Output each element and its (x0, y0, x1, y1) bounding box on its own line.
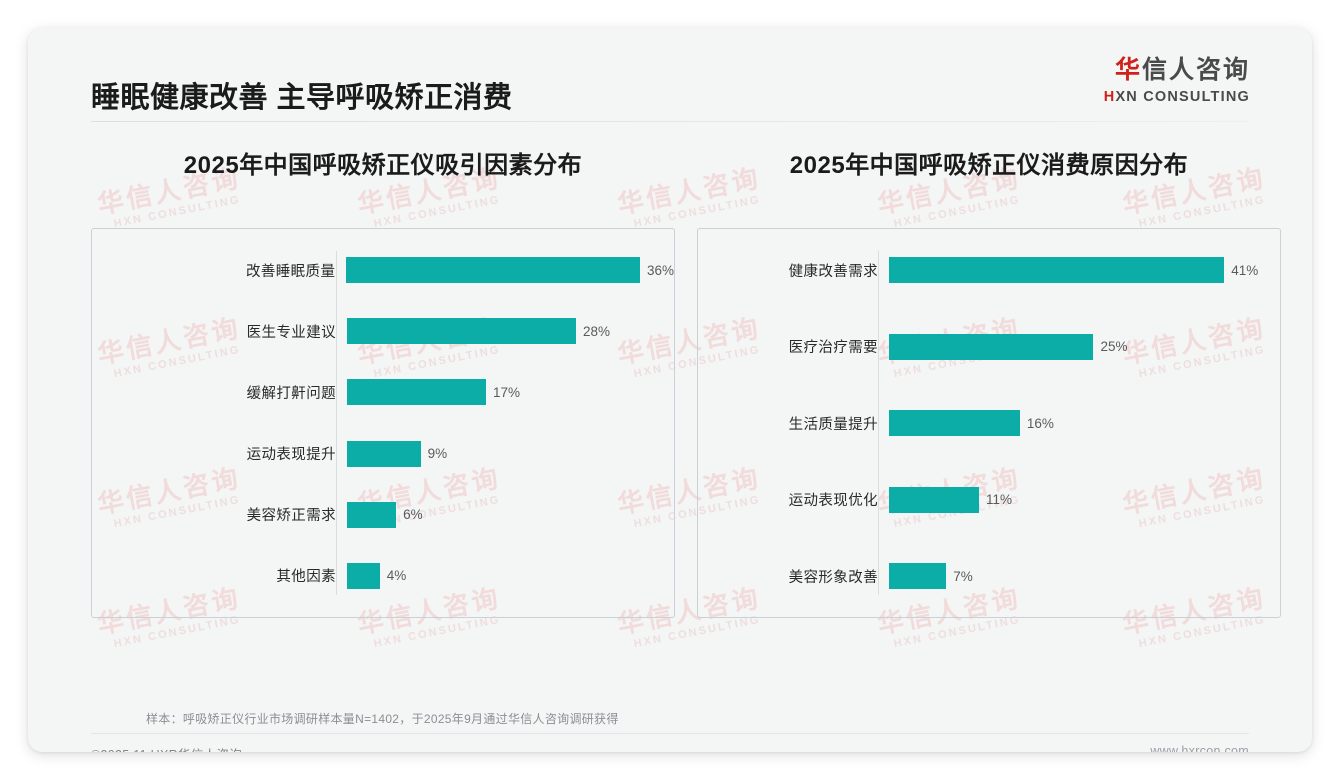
watermark-english: HXN CONSULTING (892, 613, 1022, 651)
y-axis-line-right (878, 251, 879, 595)
logo-english-rest: XN CONSULTING (1115, 89, 1250, 105)
bar-row: 生活质量提升 16% (698, 410, 1280, 436)
bar-value-label: 11% (985, 492, 1012, 507)
bar-row: 美容形象改善 7% (698, 563, 1280, 589)
footer-divider (91, 733, 1249, 734)
y-axis-line-left (336, 251, 337, 595)
bar (347, 379, 487, 406)
chart-frame-left: 改善睡眠质量 36% 医生专业建议 28% 缓解打鼾问题 17% 运动表现提升 9% 美容矫正需… (91, 228, 675, 618)
logo-chinese-rest: 信人咨询 (1141, 56, 1250, 84)
bar (889, 486, 979, 513)
chart-panel-attraction-factors: 2025年中国呼吸矫正仪吸引因素分布 改善睡眠质量 36% 医生专业建议 28% 缓解打… (91, 146, 675, 618)
bar (889, 257, 1225, 283)
bar-row: 健康改善需求 41% (698, 257, 1280, 283)
bar-row: 医生专业建议 28% (92, 318, 674, 345)
bar-category-label: 美容形象改善 (788, 569, 878, 586)
footer-copyright: ©2025.11 HXR华信人咨询 (91, 744, 242, 752)
bar-row: 改善睡眠质量 36% (92, 257, 674, 283)
page-title: 睡眠健康改善 主导呼吸矫正消费 (91, 82, 513, 114)
bar (347, 562, 380, 589)
bar-value-label: 16% (1026, 415, 1054, 431)
bar-category-label: 生活质量提升 (788, 416, 878, 433)
plot-area-left: 改善睡眠质量 36% 医生专业建议 28% 缓解打鼾问题 17% 运动表现提升 9% 美容矫正需… (92, 229, 674, 617)
watermark-english: HXN CONSULTING (632, 613, 762, 651)
watermark-english: HXN CONSULTING (372, 613, 502, 651)
bar-row: 美容矫正需求 6% (92, 501, 674, 528)
bar-row: 运动表现优化 11% (698, 486, 1280, 513)
bar-category-label: 改善睡眠质量 (245, 263, 336, 280)
bar (889, 563, 947, 589)
bar-rows-left: 改善睡眠质量 36% 医生专业建议 28% 缓解打鼾问题 17% 运动表现提升 9% 美容矫正需… (92, 257, 674, 589)
bar-value-label: 36% (646, 262, 674, 278)
bar-category-label: 美容矫正需求 (246, 508, 336, 525)
logo-chinese-highlight: 华 (1114, 56, 1142, 84)
chart-panel-purchase-reasons: 2025年中国呼吸矫正仪消费原因分布 健康改善需求 41% 医疗治疗需要 25% 生活质… (697, 146, 1281, 618)
slide-header: 睡眠健康改善 主导呼吸矫正消费 华信人咨询 HXN CONSULTING (28, 28, 1312, 120)
bar-rows-right: 健康改善需求 41% 医疗治疗需要 25% 生活质量提升 16% 运动表现优化 11% 美容形象… (698, 257, 1280, 589)
chart-frame-right: 健康改善需求 41% 医疗治疗需要 25% 生活质量提升 16% 运动表现优化 11% 美容形象… (697, 228, 1281, 618)
bar-value-label: 25% (1100, 339, 1128, 354)
watermark-english: HXN CONSULTING (112, 613, 242, 651)
bar-row: 运动表现提升 9% (92, 440, 674, 467)
bar-category-label: 医生专业建议 (246, 324, 336, 341)
bar-value-label: 7% (953, 568, 973, 584)
bar-category-label: 运动表现提升 (246, 447, 336, 464)
bar-category-label: 缓解打鼾问题 (246, 385, 336, 402)
logo-chinese: 华信人咨询 (1104, 58, 1250, 83)
bar (347, 440, 421, 467)
bar-value-label: 9% (427, 446, 448, 462)
header-divider (91, 121, 1249, 122)
bar-value-label: 41% (1231, 262, 1259, 278)
bar-value-label: 28% (582, 323, 610, 339)
bar (347, 501, 397, 528)
bar-value-label: 17% (493, 384, 521, 400)
bar-value-label: 6% (403, 507, 423, 523)
watermark-english: HXN CONSULTING (1137, 613, 1267, 651)
bar (889, 410, 1020, 436)
bar (889, 333, 1094, 360)
bar-row: 缓解打鼾问题 17% (92, 379, 674, 406)
bar (347, 318, 576, 345)
bar-value-label: 4% (386, 568, 407, 584)
bar (346, 257, 640, 283)
bar-row: 医疗治疗需要 25% (698, 333, 1280, 360)
chart-title-left: 2025年中国呼吸矫正仪吸引因素分布 (183, 152, 583, 179)
bar-category-label: 医疗治疗需要 (788, 340, 878, 356)
chart-title-right: 2025年中国呼吸矫正仪消费原因分布 (789, 152, 1189, 179)
bar-category-label: 运动表现优化 (788, 493, 878, 509)
logo-english: HXN CONSULTING (1104, 90, 1250, 105)
bar-category-label: 健康改善需求 (788, 263, 878, 280)
logo-english-highlight: H (1103, 89, 1116, 105)
slide-canvas: 华信人咨询 HXN CONSULTING 华信人咨询 HXN CONSULTING 华信… (28, 28, 1312, 752)
company-logo: 华信人咨询 HXN CONSULTING (1104, 58, 1250, 105)
bar-row: 其他因素 4% (92, 562, 674, 589)
plot-area-right: 健康改善需求 41% 医疗治疗需要 25% 生活质量提升 16% 运动表现优化 11% 美容形象… (698, 229, 1280, 617)
bar-category-label: 其他因素 (276, 569, 336, 586)
footer-website[interactable]: www.hxrcon.com (1150, 744, 1249, 752)
sample-footnote: 样本：呼吸矫正仪行业市场调研样本量N=1402，于2025年9月通过华信人咨询调… (146, 712, 619, 726)
